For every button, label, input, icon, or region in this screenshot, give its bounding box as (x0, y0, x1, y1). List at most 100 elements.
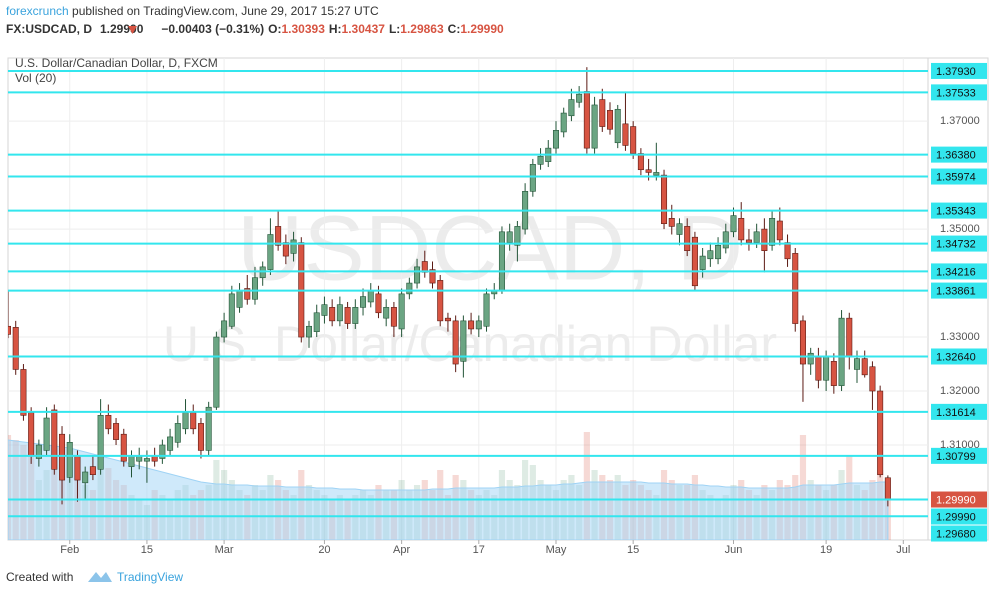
x-tick-label: 17 (473, 544, 485, 556)
candle-body (614, 108, 621, 144)
candle-body (475, 320, 482, 330)
x-tick-label: 15 (141, 544, 153, 556)
candle-body (313, 312, 320, 332)
quote-line: FX:USDCAD, D 1.29990 −0.00403 (−0.31%) O:1.… (6, 22, 504, 36)
candle-body (552, 130, 559, 149)
high-value: 1.30437 (342, 22, 386, 36)
candle-body (483, 293, 490, 327)
candle-body (637, 153, 644, 171)
footer-brand[interactable]: TradingView (117, 570, 183, 584)
candle-body (661, 174, 668, 225)
candle-body (89, 466, 96, 475)
candle-body (815, 355, 822, 381)
candle-body (321, 304, 328, 316)
x-tick-label: May (546, 544, 567, 556)
candle-body (676, 223, 683, 235)
candle-body (167, 436, 174, 451)
candle-body (113, 423, 120, 440)
author-link[interactable]: forexcrunch (6, 4, 69, 18)
close-label: C: (448, 22, 461, 36)
candle-body (360, 296, 367, 308)
candle-body (823, 355, 830, 381)
candle-body (529, 164, 536, 192)
candle-body (869, 366, 876, 392)
x-tick-label: 19 (820, 544, 832, 556)
candle-body (275, 226, 282, 246)
level-label-box (931, 403, 987, 420)
axes: 1.31000 1.32000 1.33000 1.35000 1.37000 Feb 15… (60, 115, 980, 556)
candle-body (221, 320, 228, 338)
candle-body (799, 320, 806, 365)
level-label: 1.34732 (936, 238, 976, 250)
candle-body (236, 290, 243, 308)
candle-body (429, 269, 436, 284)
candle-body (444, 317, 451, 322)
level-label-box (931, 235, 987, 252)
volume-pane (8, 432, 891, 540)
candle-body (406, 282, 413, 295)
candle-body (753, 231, 760, 243)
candle-body (213, 336, 220, 408)
candle-body (745, 239, 752, 243)
candle-body (599, 99, 606, 127)
candle-body (769, 218, 776, 246)
candle-body (607, 110, 614, 130)
candle-body (97, 415, 104, 470)
level-label-box (931, 62, 987, 79)
candle-body (738, 218, 745, 241)
open-label: O: (268, 22, 281, 36)
x-tick-label: Jul (896, 544, 910, 556)
candle-body (51, 409, 58, 470)
level-label: 1.35343 (936, 205, 976, 217)
candle-body (792, 253, 799, 324)
candle-body (74, 455, 81, 481)
candle-body (645, 169, 652, 173)
level-label: 1.36380 (936, 150, 976, 162)
candle-body (537, 155, 544, 165)
candle-body (468, 320, 475, 330)
level-label-box (931, 168, 987, 185)
candle-body (684, 226, 691, 251)
candle-body (336, 304, 343, 322)
y-tick-label: 1.32000 (940, 385, 980, 397)
level-label-box (931, 146, 987, 163)
low-label: L: (389, 22, 400, 36)
brand-logo[interactable] (88, 572, 112, 582)
candle-body (807, 352, 814, 365)
candle-body (182, 412, 189, 430)
change: −0.00403 (−0.31%) (161, 22, 264, 36)
candle-body (105, 415, 112, 430)
levels: 1.37930 1.37533 1.36380 1.35974 1.35343 1.347… (8, 62, 987, 542)
candle-body (853, 358, 860, 370)
candle-body (197, 423, 204, 451)
level-label-box (931, 447, 987, 464)
grid (8, 58, 928, 540)
candle-body (290, 239, 297, 254)
candle-body (699, 255, 706, 270)
candle-body (143, 458, 150, 462)
level-label-box (931, 263, 987, 280)
candle-body (877, 390, 884, 475)
high-label: H: (329, 22, 342, 36)
candle-body (244, 288, 251, 300)
candle-body (12, 327, 19, 370)
candle-body (306, 325, 313, 338)
legend-title: U.S. Dollar/Canadian Dollar, D, FXCM (15, 56, 218, 70)
level-label: 1.29680 (936, 528, 976, 540)
open-value: 1.30393 (281, 22, 325, 36)
candle-body (352, 307, 359, 324)
candle-body (190, 412, 197, 430)
candle-body (653, 172, 660, 176)
candle-body (267, 234, 274, 270)
level-label: 1.37533 (936, 87, 976, 99)
candle-body (66, 442, 73, 478)
watermark: USDCAD, D (237, 197, 743, 299)
candle-body (784, 242, 791, 260)
candle-body (228, 293, 235, 327)
header: forexcrunch published on TradingView.com… (6, 4, 504, 36)
candle-body (414, 266, 421, 284)
candle-body (691, 236, 698, 287)
level-label-box (931, 84, 987, 101)
candle-body (205, 406, 212, 451)
level-label-box (931, 282, 987, 299)
